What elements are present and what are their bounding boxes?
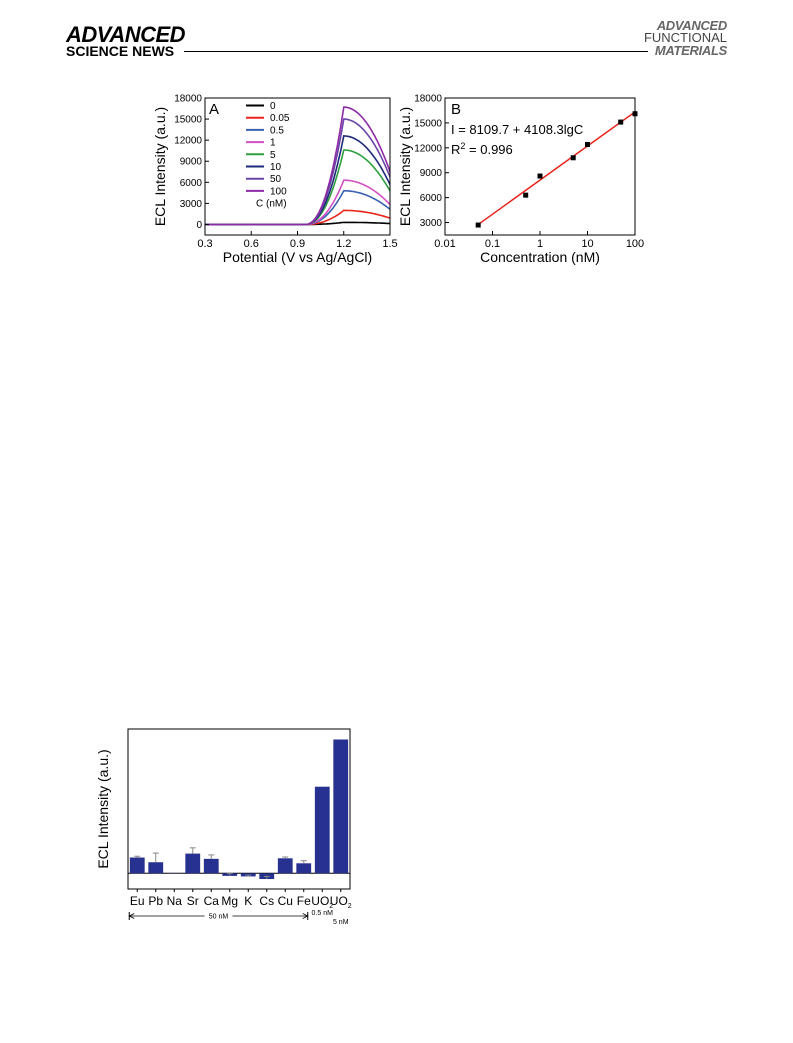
bar-Ca: [203, 858, 219, 874]
x-tick-label: 1.2: [336, 238, 351, 250]
x-tick-label: Sr: [187, 894, 199, 908]
x-tick-label: 1: [537, 238, 543, 250]
x-tick-label: 0.01: [434, 238, 455, 250]
data-point: [570, 155, 576, 161]
legend-label: 5: [270, 150, 276, 161]
y-tick-label: 12000: [174, 136, 202, 147]
x-axis-label: Potential (V vs Ag/AgCl): [223, 249, 372, 265]
bar-Fe: [296, 863, 312, 874]
journal-brand-right: ADVANCED FUNCTIONAL MATERIALS: [643, 18, 728, 58]
brand-right-functional: FUNCTIONAL: [643, 30, 727, 46]
y-tick-label: 15000: [174, 115, 202, 126]
plot-frame: [444, 97, 636, 236]
brand-advanced: ADVANCED: [66, 22, 186, 47]
bar-UO: [314, 786, 330, 874]
y-tick-label: 3000: [420, 218, 443, 229]
fit-line: [475, 110, 637, 227]
bar-Eu: [129, 857, 145, 874]
series-line-0_5: [205, 189, 391, 226]
brand-right-materials: MATERIALS: [654, 42, 727, 58]
group-label-5nm: 5 nM: [333, 919, 349, 926]
bar-Sr: [185, 853, 201, 874]
y-tick-label: 9000: [420, 168, 443, 179]
data-point: [475, 222, 481, 228]
x-tick-label: Cs: [259, 894, 274, 908]
x-tick-label: Cu: [278, 894, 293, 908]
brand-right-advanced: ADVANCED: [656, 18, 728, 33]
y-tick-label: 18000: [174, 94, 202, 105]
x-tick-label: Fe: [297, 894, 311, 908]
plot-frame: [127, 728, 351, 890]
data-point: [523, 192, 529, 198]
data-point: [618, 119, 624, 125]
series-line-5: [205, 149, 391, 226]
arrow-right: [302, 913, 309, 919]
y-axis-label: ECL Intensity (a.u.): [397, 107, 413, 226]
fit-equation: I = 8109.7 + 4108.3lgC: [451, 122, 583, 137]
x-tick-label: Mg: [221, 894, 238, 908]
x-tick-label: 0.3: [197, 238, 212, 250]
group-label-0-5nm: 0.5 nM: [312, 910, 334, 917]
bar-Pb: [148, 862, 164, 874]
arrow-left: [128, 913, 135, 919]
journal-brand-left: ADVANCED SCIENCE NEWS: [66, 22, 186, 59]
x-tick-label: 0.1: [485, 238, 500, 250]
group-label-50nm: 50 nM: [209, 914, 229, 921]
y-tick-label: 9000: [180, 157, 203, 168]
x-tick-label: K: [244, 894, 252, 908]
x-tick-label: 0.6: [244, 238, 259, 250]
bar-UO: [333, 739, 349, 874]
x-tick-label: UO2: [311, 894, 333, 910]
page-header: ADVANCED SCIENCE NEWS ADVANCED FUNCTIONA…: [0, 0, 793, 70]
x-tick-label: 10: [581, 238, 593, 250]
y-tick-label: 15000: [414, 118, 442, 129]
x-tick-label: Eu: [130, 894, 145, 908]
x-tick-label: 100: [626, 238, 644, 250]
y-tick-label: 6000: [420, 193, 443, 204]
x-tick-label: Ca: [204, 894, 220, 908]
panel-letter: A: [209, 101, 219, 118]
y-axis-label: ECL Intensity (a.u.): [95, 749, 111, 868]
legend-label: 0: [270, 101, 276, 112]
x-tick-label: 1.5: [382, 238, 397, 250]
y-tick-label: 3000: [180, 199, 203, 210]
brand-science-news: SCIENCE NEWS: [66, 43, 175, 59]
chart-panel-b: 0.01 0.1 1 10 100 3000 6000 9000 12000 15000 18000…: [397, 94, 644, 266]
legend-label: 0.5: [270, 125, 284, 136]
chart-panel-a: 0.3 0.6 0.9 1.2 1.5 0 3000 6000 9000 12000 15000 18…: [152, 94, 398, 266]
r-squared-label: R2 = 0.996: [451, 141, 513, 157]
data-point: [585, 141, 590, 147]
legend-label: 10: [270, 162, 282, 173]
y-tick-label: 18000: [414, 94, 442, 105]
group-label-bg: [204, 912, 233, 920]
x-tick-label: 0.9: [290, 238, 305, 250]
y-axis-label: ECL Intensity (a.u.): [152, 107, 168, 226]
x-tick-label: Na: [167, 894, 183, 908]
y-tick-label: 6000: [180, 178, 203, 189]
y-tick-label: 0: [196, 220, 202, 231]
header-rule: [184, 51, 648, 52]
x-tick-label: UO2: [330, 894, 352, 910]
y-tick-label: 12000: [414, 143, 442, 154]
bar-Cu: [277, 858, 293, 874]
legend-label: 0.05: [270, 113, 290, 124]
x-tick-label: Pb: [148, 894, 163, 908]
series-line-50: [205, 118, 391, 226]
series-line-1: [205, 179, 391, 226]
legend-title: C (nM): [256, 199, 287, 210]
legend-label: 50: [270, 174, 282, 185]
series-line-100: [205, 106, 391, 226]
legend-label: 100: [270, 186, 287, 197]
panel-letter: B: [451, 101, 461, 118]
legend-label: 1: [270, 138, 276, 149]
x-axis-label: Concentration (nM): [480, 249, 600, 265]
data-point: [537, 173, 543, 179]
